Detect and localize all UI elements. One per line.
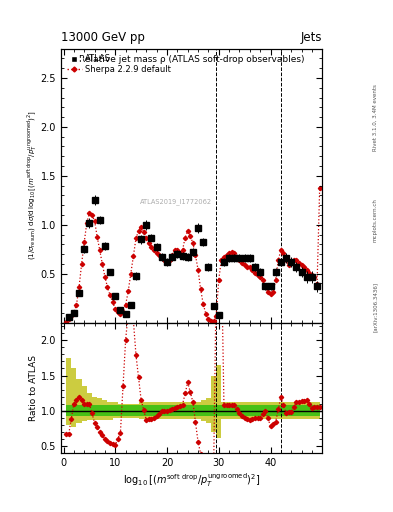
Y-axis label: $(1/\sigma_\mathsf{resum})\ \mathsf{d}\sigma/\mathsf{d}\,\log_{10}[(m^\mathsf{so: $(1/\sigma_\mathsf{resum})\ \mathsf{d}\s… xyxy=(26,111,39,261)
Text: Rivet 3.1.0, 3.4M events: Rivet 3.1.0, 3.4M events xyxy=(373,84,378,151)
X-axis label: $\log_{10}[(m^{\mathrm{soft\ drop}}/p_T^{\mathrm{ungroomed}})^2]$: $\log_{10}[(m^{\mathrm{soft\ drop}}/p_T^… xyxy=(123,471,260,488)
Text: Relative jet mass ρ (ATLAS soft-drop observables): Relative jet mass ρ (ATLAS soft-drop obs… xyxy=(79,55,304,65)
Text: Jets: Jets xyxy=(301,31,322,44)
Legend: ATLAS, Sherpa 2.2.9 default: ATLAS, Sherpa 2.2.9 default xyxy=(63,51,174,77)
Text: mcplots.cern.ch: mcplots.cern.ch xyxy=(373,198,378,242)
Text: ATLAS2019_I1772062: ATLAS2019_I1772062 xyxy=(140,199,212,205)
Text: 13000 GeV pp: 13000 GeV pp xyxy=(61,31,145,44)
Text: [arXiv:1306.3436]: [arXiv:1306.3436] xyxy=(373,282,378,332)
Y-axis label: Ratio to ATLAS: Ratio to ATLAS xyxy=(29,355,38,421)
